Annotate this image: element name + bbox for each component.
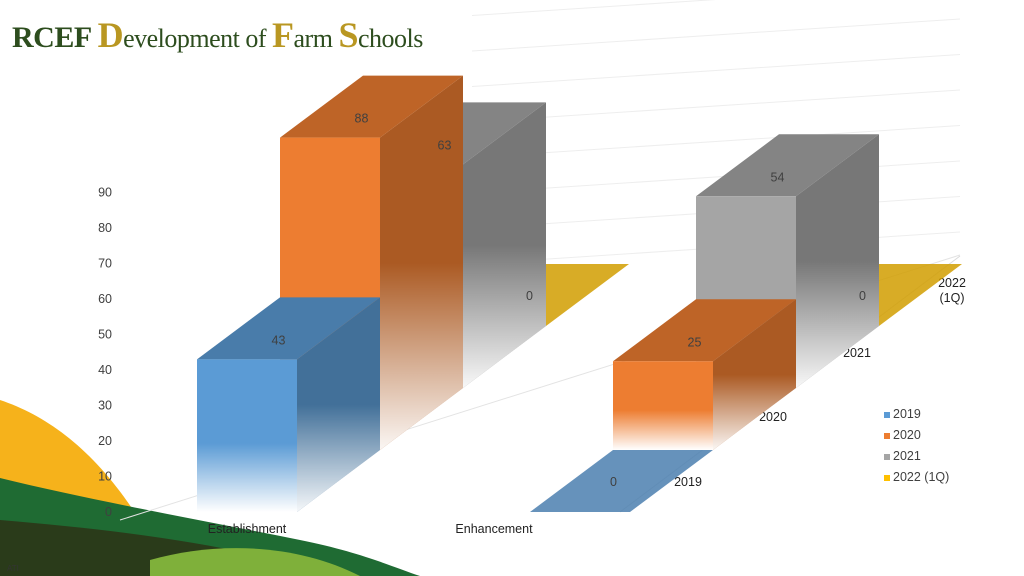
bar-side-fade (463, 102, 546, 388)
title-word: chools (357, 24, 423, 53)
data-label: 88 (355, 112, 369, 126)
bar-front-fade (197, 359, 297, 512)
y-tick-label: 40 (98, 363, 112, 377)
category-label: Enhancement (455, 522, 533, 536)
data-label: 63 (438, 138, 452, 152)
y-tick-label: 10 (98, 470, 112, 484)
title-prefix: RCEF (12, 21, 98, 54)
title-initial: S (338, 15, 358, 55)
bar-s1-c0 (280, 75, 463, 450)
legend-swatch (884, 411, 890, 418)
data-label: 54 (771, 170, 785, 184)
title-word: evelopment of (123, 24, 273, 53)
data-label: 43 (272, 333, 286, 347)
depth-label: 2019 (674, 475, 702, 489)
title-word: arm (293, 24, 339, 53)
legend: 2019 2020 2021 2022 (1Q) (884, 404, 949, 488)
y-tick-label: 80 (98, 221, 112, 235)
bar-top (530, 450, 713, 512)
bar-side-fade (380, 75, 463, 450)
legend-swatch (884, 474, 890, 481)
legend-label: 2022 (1Q) (893, 470, 950, 484)
bar-s0-c1 (530, 450, 713, 512)
corner-label: ATI (7, 564, 19, 573)
data-label: 25 (688, 335, 702, 349)
data-label: 0 (526, 289, 533, 303)
legend-label: 2021 (893, 449, 921, 463)
title-initial: F (272, 15, 294, 55)
data-label: 0 (610, 475, 617, 489)
legend-item: 2021 (884, 446, 949, 467)
y-tick-label: 50 (98, 328, 112, 342)
legend-label: 2020 (893, 428, 921, 442)
bar-top (197, 297, 380, 360)
legend-item: 2022 (1Q) (884, 467, 949, 488)
y-tick-label: 30 (98, 399, 112, 413)
depth-label: 2021 (843, 346, 871, 360)
gridline (471, 54, 961, 87)
bar-top (696, 134, 879, 197)
legend-item: 2020 (884, 425, 949, 446)
bar-side-fade (297, 297, 380, 512)
bg-wave-lime (150, 548, 360, 576)
legend-swatch (884, 453, 890, 460)
slide-title: RCEF Development of Farm Schools (12, 14, 423, 56)
depth-label: 2022 (938, 276, 966, 290)
legend-item: 2019 (884, 404, 949, 425)
gridline (471, 18, 961, 52)
y-tick-label: 0 (105, 505, 112, 519)
legend-label: 2019 (893, 407, 921, 421)
title-initial: D (97, 15, 124, 55)
gridline (471, 125, 961, 158)
bar-top (613, 299, 796, 362)
y-tick-label: 20 (98, 434, 112, 448)
bar-top (280, 75, 463, 138)
bar-front-fade (613, 361, 713, 450)
bar-side-fade (713, 299, 796, 450)
depth-label: (1Q) (940, 291, 965, 305)
bar-s0-c0 (197, 297, 380, 512)
category-label: Establishment (208, 522, 287, 536)
gridline (471, 89, 961, 123)
data-label: 0 (859, 289, 866, 303)
bar-side-fade (796, 134, 879, 388)
y-tick-label: 90 (98, 186, 112, 200)
depth-label: 2020 (759, 410, 787, 424)
y-tick-label: 70 (98, 257, 112, 271)
legend-swatch (884, 432, 890, 439)
gridline (471, 0, 717, 16)
y-tick-label: 60 (98, 292, 112, 306)
bar-s1-c1 (613, 299, 796, 450)
